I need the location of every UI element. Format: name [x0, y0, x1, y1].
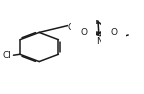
Text: O: O — [68, 23, 75, 32]
Text: Cl: Cl — [2, 51, 11, 60]
Text: O: O — [80, 28, 87, 37]
Text: N: N — [96, 37, 103, 46]
Text: O: O — [110, 28, 117, 37]
